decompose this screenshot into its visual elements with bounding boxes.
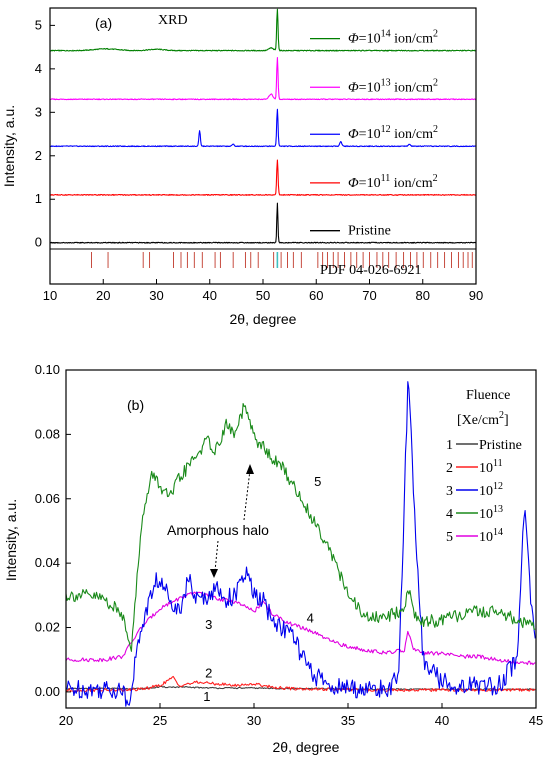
x-tick-label: 45 xyxy=(529,713,543,728)
y-tick-label: 0.02 xyxy=(35,620,60,635)
halo-arrow-up-shaft xyxy=(243,469,251,521)
legend-entry: Φ=1014 ion/cm2 xyxy=(348,29,438,47)
curve-number-label: 2 xyxy=(205,665,212,680)
y-tick-label: 4 xyxy=(35,61,42,76)
panel-a-series-line xyxy=(49,8,477,52)
panel-b-x-axis-title: 2θ, degree xyxy=(273,739,340,755)
panel-b-series-line xyxy=(66,675,536,693)
curve-number-label: 5 xyxy=(314,474,321,489)
legend-entry: Φ=1011 ion/cm2 xyxy=(348,173,438,191)
x-tick-label: 20 xyxy=(59,713,73,728)
x-tick-label: 10 xyxy=(43,288,57,303)
panel-b-legend-title-2: [Xe/cm2] xyxy=(457,410,509,428)
panel-b-legend-title-1: Fluence xyxy=(466,388,510,403)
x-tick-label: 25 xyxy=(153,713,167,728)
y-tick-label: 0.10 xyxy=(35,362,60,377)
x-tick-label: 20 xyxy=(96,288,110,303)
panel-a-x-axis-title: 2θ, degree xyxy=(230,311,297,327)
x-tick-label: 30 xyxy=(149,288,163,303)
y-tick-label: 1 xyxy=(35,191,42,206)
amorphous-halo-label: Amorphous halo xyxy=(167,522,269,538)
legend-index: 3 xyxy=(446,484,453,499)
legend-entry: 1012 xyxy=(479,481,503,499)
legend-entry: 1014 xyxy=(479,527,503,545)
panel-b-y-axis: 0.00 0.02 0.04 0.06 0.08 0.10 xyxy=(35,362,71,699)
panel-a-legend: Φ=1014 ion/cm2 Φ=1013 ion/cm2 Φ=1012 ion/c… xyxy=(310,29,438,239)
y-tick-label: 0 xyxy=(35,235,42,250)
x-tick-label: 35 xyxy=(341,713,355,728)
halo-arrow-down-head xyxy=(210,569,218,578)
panel-b-curve-labels: 5 4 3 2 1 xyxy=(203,474,321,704)
x-tick-label: 30 xyxy=(247,713,261,728)
panel-a-series-line xyxy=(49,159,477,196)
x-tick-label: 80 xyxy=(416,288,430,303)
panel-b-legend: Fluence [Xe/cm2] 1 Pristine 2 1011 3 1012 4 101… xyxy=(446,388,522,545)
halo-arrow-down-shaft xyxy=(214,540,219,572)
y-tick-label: 0.04 xyxy=(35,555,60,570)
legend-index: 1 xyxy=(446,438,453,453)
legend-index: 5 xyxy=(446,530,453,545)
x-tick-label: 60 xyxy=(309,288,323,303)
panel-b-amorphous-chart: 20 25 30 35 40 45 0.000.020.040.060.080.10 (b… xyxy=(3,362,543,755)
panel-b-x-axis: 20 25 30 35 40 45 xyxy=(59,703,543,728)
panel-a-series-line xyxy=(49,108,477,148)
panel-a-series-line xyxy=(49,57,477,101)
legend-entry: 1011 xyxy=(479,458,503,476)
panel-b-label: (b) xyxy=(127,397,144,413)
panel-a-reference-lines xyxy=(91,252,473,268)
curve-number-label: 4 xyxy=(307,611,314,626)
x-tick-label: 40 xyxy=(435,713,449,728)
panel-a-y-axis-title: Intensity, a.u. xyxy=(1,105,17,187)
panel-a-y-axis: 0 1 2 3 4 5 xyxy=(35,17,55,250)
panel-b-series-group xyxy=(66,381,536,707)
x-tick-label: 40 xyxy=(203,288,217,303)
curve-number-label: 3 xyxy=(205,617,212,632)
x-tick-label: 90 xyxy=(469,288,483,303)
legend-index: 2 xyxy=(446,461,453,476)
curve-number-label: 1 xyxy=(203,689,210,704)
panel-a-series-line xyxy=(49,202,477,244)
panel-a-series-group xyxy=(49,8,477,244)
panel-b-annotations: Amorphous halo xyxy=(167,464,269,578)
panel-a-label: (a) xyxy=(95,15,112,31)
panel-b-frame xyxy=(65,369,537,709)
legend-entry: Φ=1012 ion/cm2 xyxy=(348,124,438,142)
panel-a-x-axis: 10 20 30 40 50 60 70 80 90 xyxy=(43,279,483,303)
panel-b-series-line xyxy=(66,381,536,707)
panel-b-series-line xyxy=(66,403,536,652)
y-tick-label: 0.00 xyxy=(35,684,60,699)
y-tick-label: 5 xyxy=(35,17,42,32)
legend-entry: Pristine xyxy=(479,438,522,453)
panel-b-y-axis-title: Intensity, a.u. xyxy=(3,499,19,581)
legend-entry: Pristine xyxy=(348,224,391,239)
legend-entry: 1013 xyxy=(479,504,503,522)
y-tick-label: 2 xyxy=(35,148,42,163)
panel-a-xrd-chart: 10 20 30 40 50 60 70 80 90 0 1 2 3 4 5 (a) XRD 2θ, de… xyxy=(1,7,483,327)
y-tick-label: 3 xyxy=(35,104,42,119)
legend-entry: Φ=1013 ion/cm2 xyxy=(348,77,438,95)
y-tick-label: 0.06 xyxy=(35,491,60,506)
halo-arrow-up-head xyxy=(246,464,254,474)
panel-a-reference-label: PDF 04-026-6921 xyxy=(320,263,422,278)
y-tick-label: 0.08 xyxy=(35,426,60,441)
panel-a-title: XRD xyxy=(158,13,188,28)
x-tick-label: 50 xyxy=(256,288,270,303)
x-tick-label: 70 xyxy=(362,288,376,303)
legend-index: 4 xyxy=(446,507,453,522)
